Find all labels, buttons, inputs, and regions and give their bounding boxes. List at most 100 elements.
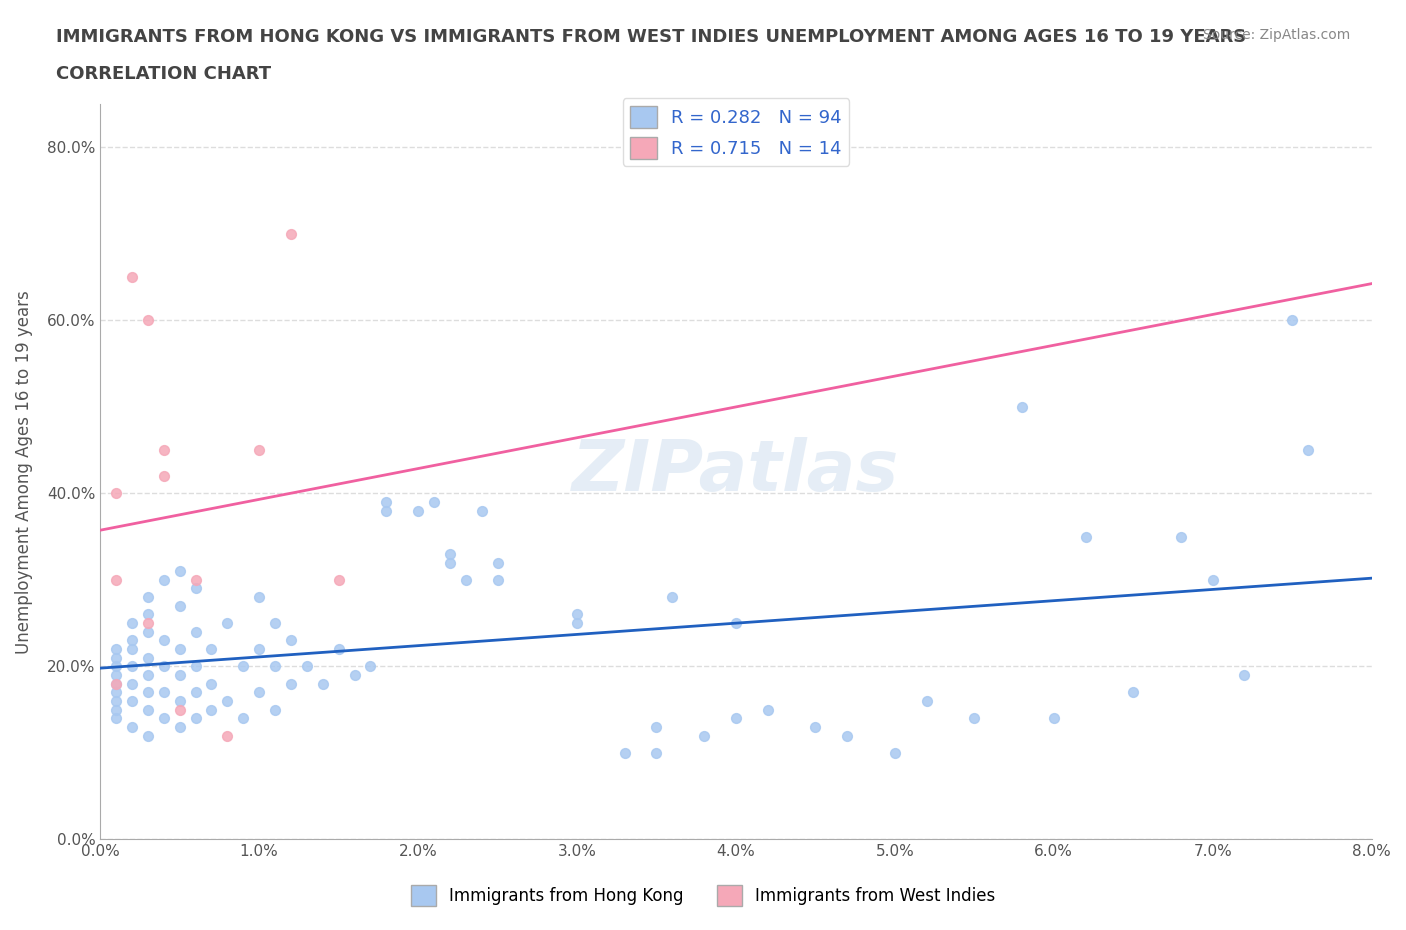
Legend: Immigrants from Hong Kong, Immigrants from West Indies: Immigrants from Hong Kong, Immigrants fr… [404,879,1002,912]
Point [1074,529,1097,544]
Point [486,555,509,570]
Point [1122,684,1144,699]
Point [406,503,429,518]
Point [661,590,683,604]
Point [153,684,176,699]
Point [200,702,222,717]
Point [915,694,938,709]
Point [121,676,143,691]
Point [280,226,302,241]
Point [1011,399,1033,414]
Point [264,702,287,717]
Point [343,668,366,683]
Point [184,684,207,699]
Point [756,702,779,717]
Point [136,668,159,683]
Point [136,650,159,665]
Point [486,572,509,587]
Point [105,658,128,673]
Point [136,702,159,717]
Point [153,633,176,648]
Point [136,728,159,743]
Point [184,572,207,587]
Point [105,711,128,725]
Point [105,642,128,657]
Point [121,270,143,285]
Point [645,745,668,760]
Point [439,547,461,562]
Point [375,495,398,510]
Point [105,694,128,709]
Point [184,581,207,596]
Point [247,684,270,699]
Point [169,720,191,735]
Point [264,616,287,631]
Point [169,642,191,657]
Point [264,658,287,673]
Text: ZIPatlas: ZIPatlas [572,437,900,506]
Point [153,572,176,587]
Point [169,598,191,613]
Point [217,694,239,709]
Point [121,633,143,648]
Point [105,572,128,587]
Point [153,469,176,484]
Point [217,728,239,743]
Point [136,624,159,639]
Point [280,633,302,648]
Text: Source: ZipAtlas.com: Source: ZipAtlas.com [1202,28,1350,42]
Point [136,684,159,699]
Point [693,728,716,743]
Point [121,694,143,709]
Point [837,728,859,743]
Point [454,572,477,587]
Point [613,745,636,760]
Point [1296,443,1319,458]
Point [280,676,302,691]
Legend: R = 0.282   N = 94, R = 0.715   N = 14: R = 0.282 N = 94, R = 0.715 N = 14 [623,99,849,166]
Point [375,503,398,518]
Point [105,650,128,665]
Point [565,616,588,631]
Point [423,495,446,510]
Point [169,564,191,578]
Point [136,607,159,622]
Point [184,624,207,639]
Point [963,711,986,725]
Point [105,702,128,717]
Point [1202,572,1225,587]
Point [247,443,270,458]
Point [105,485,128,500]
Point [136,616,159,631]
Point [184,711,207,725]
Point [153,443,176,458]
Point [1170,529,1192,544]
Point [105,684,128,699]
Point [1042,711,1064,725]
Point [645,720,668,735]
Point [169,694,191,709]
Point [121,642,143,657]
Point [105,668,128,683]
Point [804,720,827,735]
Point [200,676,222,691]
Point [359,658,381,673]
Point [565,607,588,622]
Point [217,616,239,631]
Point [1281,312,1303,327]
Point [471,503,494,518]
Point [232,658,254,673]
Point [105,676,128,691]
Point [105,676,128,691]
Point [184,658,207,673]
Point [724,711,747,725]
Point [136,590,159,604]
Text: IMMIGRANTS FROM HONG KONG VS IMMIGRANTS FROM WEST INDIES UNEMPLOYMENT AMONG AGES: IMMIGRANTS FROM HONG KONG VS IMMIGRANTS … [56,28,1247,46]
Point [169,668,191,683]
Point [1233,668,1256,683]
Point [121,720,143,735]
Point [153,711,176,725]
Point [328,642,350,657]
Point [169,702,191,717]
Point [328,572,350,587]
